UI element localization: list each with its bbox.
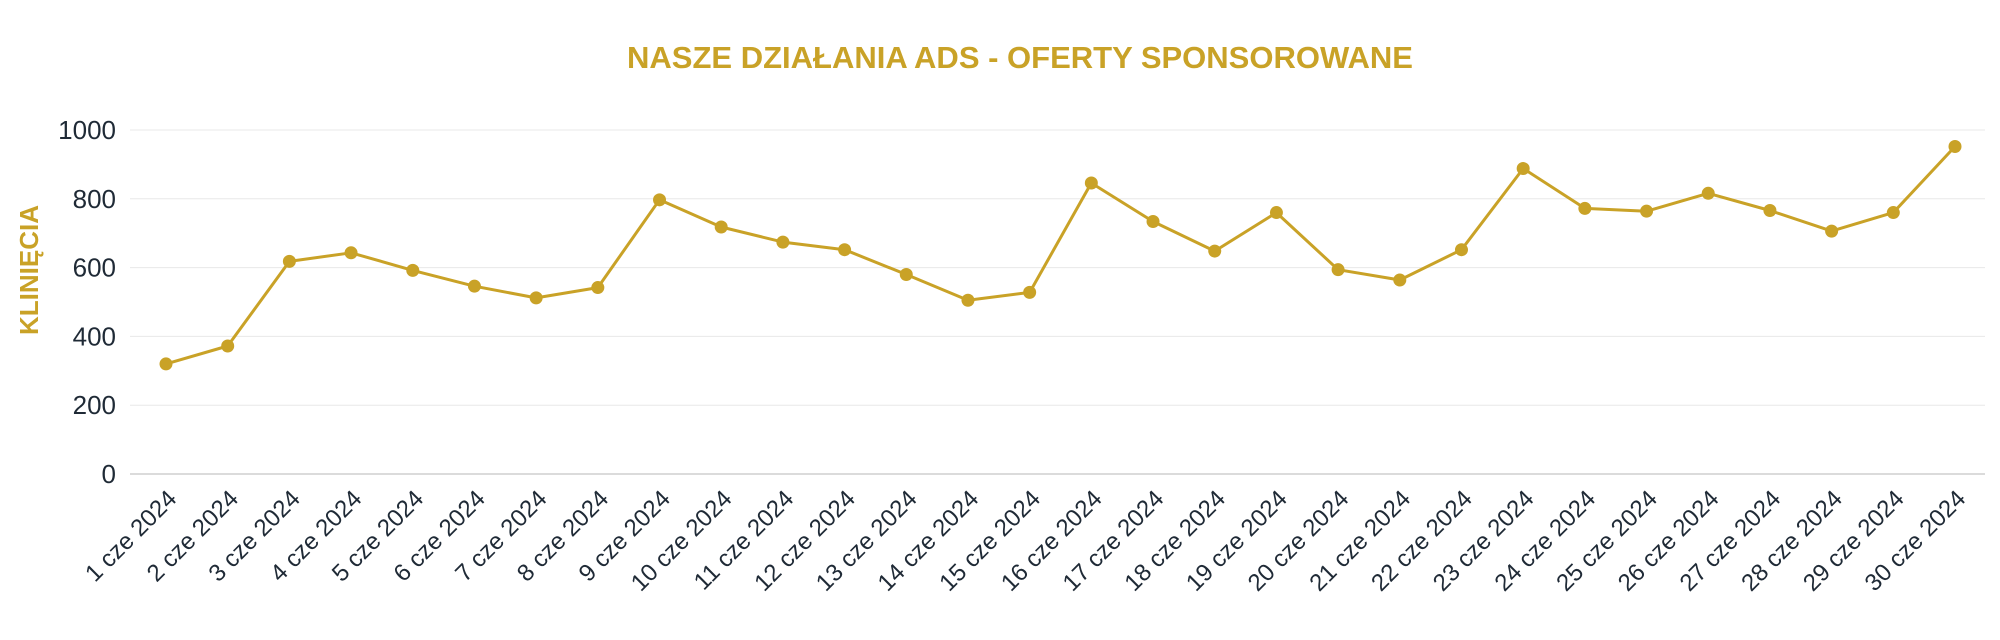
data-point	[653, 193, 667, 207]
data-point	[1825, 224, 1839, 238]
data-point	[1886, 206, 1900, 220]
data-point	[344, 246, 358, 260]
chart-title: NASZE DZIAŁANIA ADS - OFERTY SPONSOROWAN…	[627, 40, 1413, 75]
y-axis-ticks: 0 200 400 600 800 1000	[58, 115, 116, 489]
data-point	[1516, 162, 1530, 176]
data-point	[899, 267, 913, 281]
data-point	[529, 291, 543, 305]
series-clicks	[159, 140, 1962, 371]
data-point	[838, 243, 852, 257]
data-point	[1948, 140, 1962, 154]
data-point	[1146, 215, 1160, 229]
data-point	[1084, 176, 1098, 190]
data-point	[1578, 201, 1592, 215]
data-point	[1454, 243, 1468, 257]
series-line	[165, 145, 1957, 366]
y-tick-label: 600	[73, 253, 116, 283]
data-point	[1393, 273, 1407, 287]
data-point	[1023, 285, 1037, 299]
y-tick-label: 800	[73, 184, 116, 214]
data-point	[406, 263, 420, 277]
data-point	[1269, 206, 1283, 220]
data-point	[221, 339, 235, 353]
data-point	[159, 357, 173, 371]
data-point	[1331, 263, 1345, 277]
y-tick-label: 400	[73, 321, 116, 351]
data-point	[282, 254, 296, 268]
y-tick-label: 200	[73, 390, 116, 420]
data-point	[714, 220, 728, 234]
data-point	[776, 235, 790, 249]
data-point	[1701, 186, 1715, 200]
data-point	[961, 293, 975, 307]
data-point	[1640, 204, 1654, 218]
y-tick-label: 1000	[58, 115, 116, 145]
data-point	[591, 281, 605, 295]
data-point	[1763, 203, 1777, 217]
data-point	[467, 279, 481, 293]
y-tick-label: 0	[102, 459, 116, 489]
gridlines	[130, 129, 1985, 475]
data-point	[1208, 244, 1222, 258]
y-axis-label: KLINIĘCIA	[14, 205, 44, 335]
